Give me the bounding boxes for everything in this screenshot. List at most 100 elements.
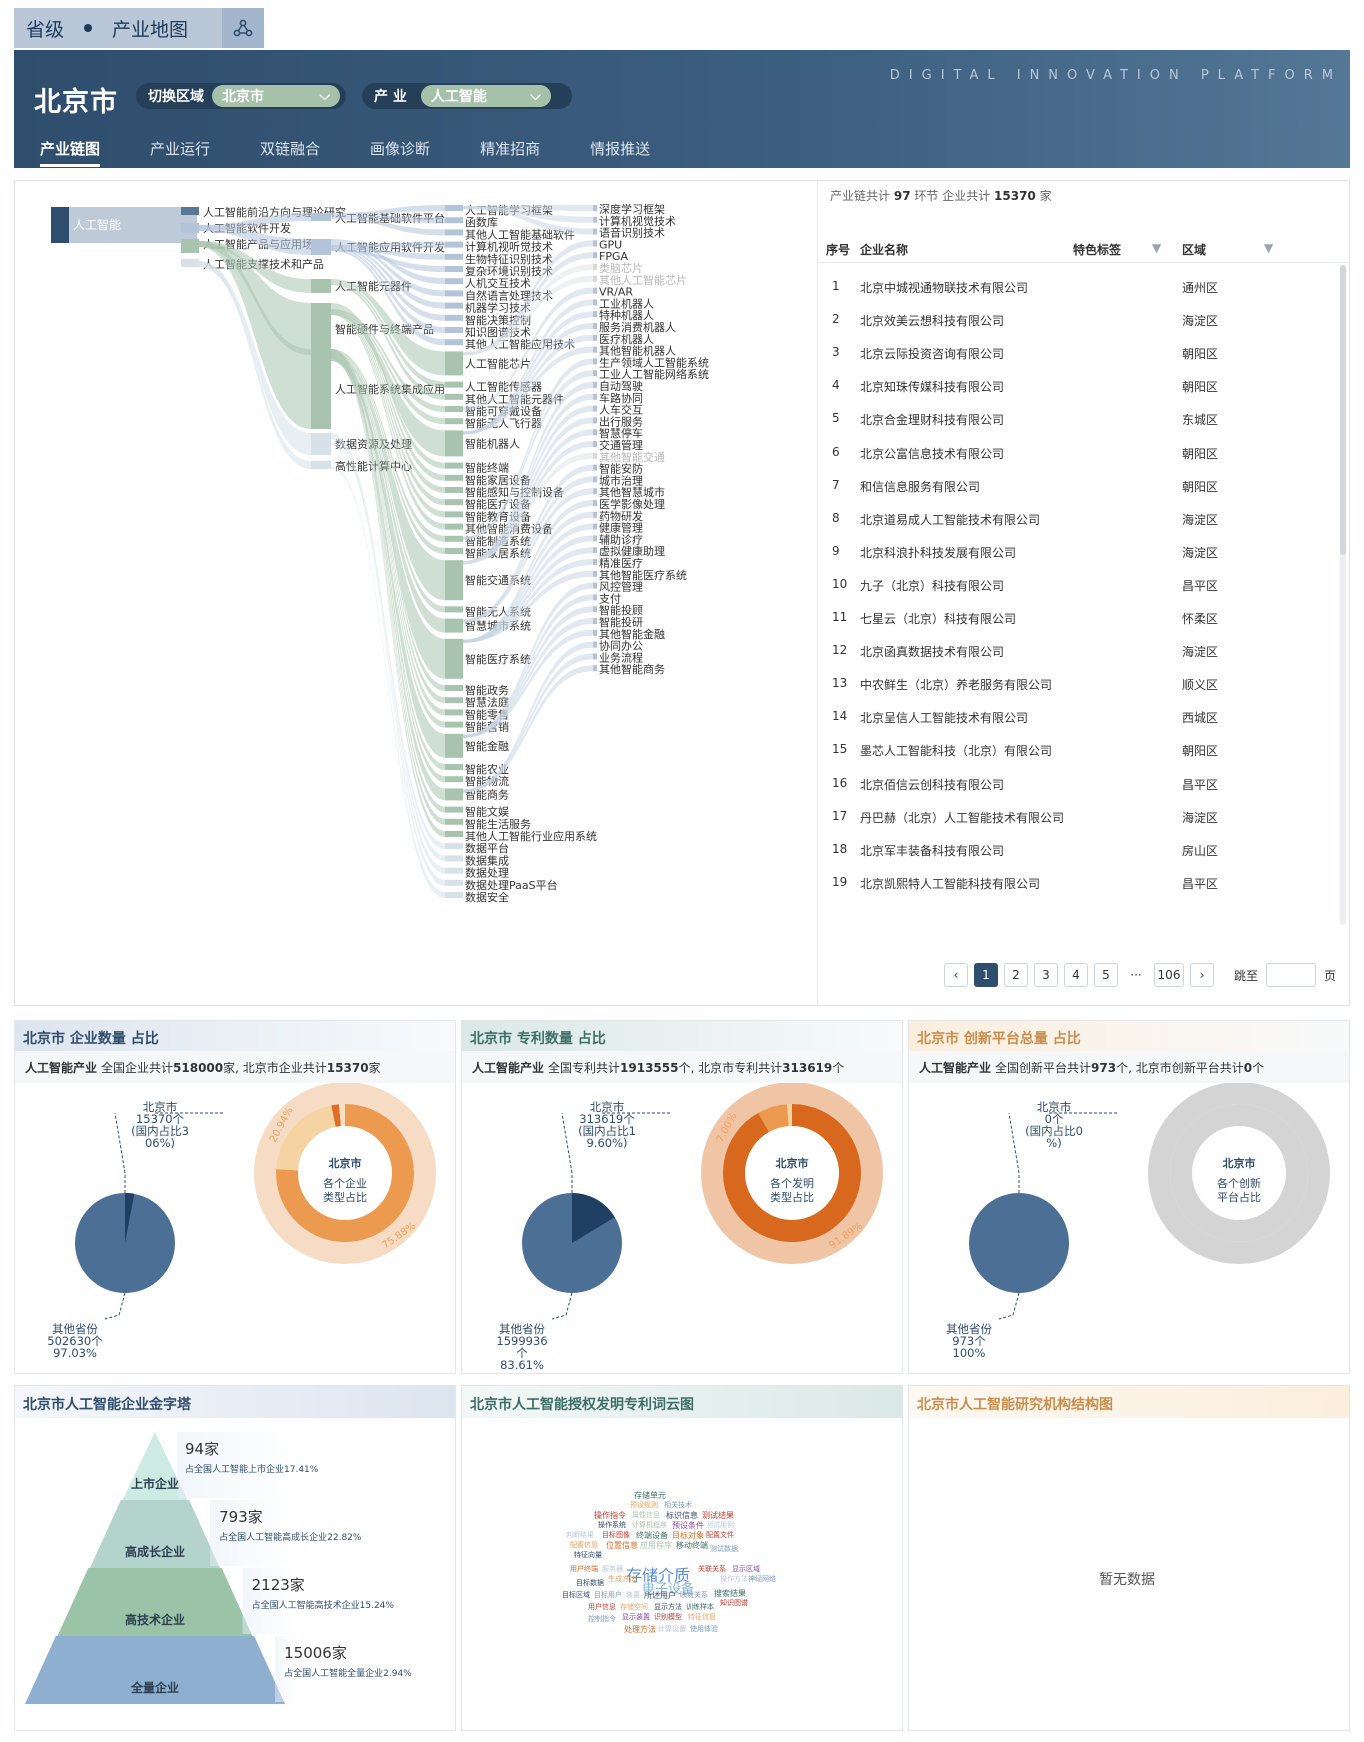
- sankey-node-l4[interactable]: [593, 216, 597, 223]
- table-row[interactable]: 2 北京效美云想科技有限公司 海淀区: [818, 300, 1333, 337]
- wordcloud-term[interactable]: 操作方法: [720, 1575, 748, 1583]
- sankey-node-l4[interactable]: [593, 228, 597, 235]
- sankey-l4-label[interactable]: 智能投研: [599, 615, 643, 629]
- sankey-l4-label[interactable]: 医疗机器人: [599, 332, 654, 346]
- pyramid-level[interactable]: [57, 1568, 253, 1636]
- table-row[interactable]: 15 墨芯人工智能科技（北京）有限公司 朝阳区: [818, 730, 1333, 767]
- company-name-link[interactable]: 北京效美云想科技有限公司: [860, 314, 1005, 329]
- wordcloud-term[interactable]: 操作系统: [598, 1521, 626, 1529]
- sankey-l3-label[interactable]: 智能文娱: [465, 805, 509, 819]
- sankey-root-label[interactable]: 人工智能: [73, 217, 121, 232]
- sankey-node-l1[interactable]: [181, 207, 199, 215]
- wordcloud-term[interactable]: 目标区域: [562, 1591, 590, 1599]
- sankey-node-l2[interactable]: [311, 303, 331, 355]
- company-name-link[interactable]: 丹巴赫（北京）人工智能技术有限公司: [860, 810, 1065, 825]
- sankey-l4-label[interactable]: 辅助诊疗: [599, 532, 643, 546]
- sankey-node-l2[interactable]: [311, 461, 331, 469]
- tab-5[interactable]: 情报推送: [590, 140, 651, 158]
- wordcloud-term[interactable]: 预设条件: [672, 1521, 704, 1530]
- sankey-node-l3[interactable]: [445, 381, 463, 388]
- sankey-l4-label[interactable]: 风控管理: [599, 580, 643, 594]
- sankey-l4-label[interactable]: 工业人工智能网络系统: [599, 367, 709, 381]
- wordcloud-term[interactable]: 目标数据: [576, 1579, 604, 1587]
- wordcloud-term[interactable]: 存储单元: [634, 1491, 666, 1500]
- table-row[interactable]: 3 北京云际投资咨询有限公司 朝阳区: [818, 333, 1333, 370]
- sankey-l3-label[interactable]: 函数库: [465, 216, 498, 229]
- sankey-l3-label[interactable]: 数据安全: [465, 890, 509, 904]
- sankey-l4-label[interactable]: 深度学习框架: [599, 202, 665, 216]
- sankey-node-l3[interactable]: [445, 867, 463, 874]
- sankey-l3-label[interactable]: 智能政务: [465, 683, 509, 697]
- sankey-l4-label[interactable]: 支付: [599, 592, 621, 605]
- sankey-node-l4[interactable]: [593, 641, 597, 648]
- sankey-node-l4[interactable]: [593, 582, 597, 589]
- sankey-node-l3[interactable]: [445, 499, 463, 506]
- sankey-node-l4[interactable]: [593, 629, 597, 636]
- sankey-node-l4[interactable]: [593, 594, 597, 601]
- wordcloud-term[interactable]: 搜索结果: [714, 1589, 746, 1598]
- sankey-l4-label[interactable]: 类脑芯片: [599, 261, 643, 275]
- sankey-node-l3[interactable]: [445, 843, 463, 850]
- company-name-link[interactable]: 北京中城视通物联技术有限公司: [860, 281, 1029, 295]
- sankey-node-l4[interactable]: [593, 370, 597, 377]
- region-switcher[interactable]: 切换区域 北京市 ⌵: [136, 83, 346, 109]
- wordcloud-term[interactable]: 显示方法: [654, 1603, 682, 1611]
- wordcloud-term[interactable]: 服务器: [602, 1565, 623, 1573]
- sankey-node-l3[interactable]: [445, 855, 463, 862]
- sankey-l4-label[interactable]: 其他智能交通: [599, 450, 665, 464]
- wordcloud-term[interactable]: 目标用户: [594, 1591, 622, 1599]
- wordcloud-term[interactable]: 标识信息: [666, 1511, 698, 1520]
- sankey-l4-label[interactable]: 其他智能商务: [599, 662, 665, 676]
- wordcloud-term[interactable]: 处理方法: [624, 1625, 656, 1634]
- tab-1[interactable]: 产业运行: [150, 140, 211, 158]
- sankey-l4-label[interactable]: GPU: [599, 238, 622, 251]
- sankey-l3-label[interactable]: 智慧法庭: [465, 695, 509, 709]
- network-icon[interactable]: [222, 8, 264, 48]
- page-button[interactable]: 3: [1034, 963, 1058, 987]
- sankey-node-l3[interactable]: [445, 314, 463, 321]
- tab-2[interactable]: 双链融合: [260, 140, 321, 158]
- sankey-node-l3[interactable]: [445, 697, 463, 704]
- prev-page-button[interactable]: ‹: [944, 963, 968, 987]
- sankey-node-l4[interactable]: [593, 417, 597, 424]
- pie-other-slice[interactable]: [969, 1193, 1069, 1293]
- sankey-node-l4[interactable]: [593, 240, 597, 247]
- sankey-node-l3[interactable]: [445, 892, 463, 898]
- page-button[interactable]: 5: [1094, 963, 1118, 987]
- sankey-l4-label[interactable]: 自动驾驶: [599, 379, 643, 393]
- company-name-link[interactable]: 北京呈信人工智能技术有限公司: [860, 711, 1029, 726]
- breadcrumb-page[interactable]: 产业地图: [112, 18, 189, 41]
- wordcloud-term[interactable]: 测试数据: [710, 1545, 738, 1553]
- wordcloud-term[interactable]: 计算设备: [658, 1625, 686, 1633]
- table-row[interactable]: 12 北京函真数据技术有限公司 海淀区: [818, 631, 1333, 668]
- company-name-link[interactable]: 和信信息服务有限公司: [860, 479, 981, 494]
- sankey-node-l3[interactable]: [445, 229, 463, 236]
- sankey-node-l3[interactable]: [445, 879, 463, 886]
- tab-4[interactable]: 精准招商: [480, 140, 541, 158]
- breadcrumb-level[interactable]: 省级: [26, 18, 65, 41]
- sankey-l3-label[interactable]: 人机交互技术: [465, 276, 531, 290]
- sankey-node-l3[interactable]: [445, 278, 463, 285]
- sankey-l4-label[interactable]: 智能投顾: [599, 603, 643, 617]
- sankey-node-l4[interactable]: [593, 441, 597, 447]
- company-name-link[interactable]: 七星云（北京）科技有限公司: [860, 612, 1017, 626]
- wordcloud-term[interactable]: 测试用例: [706, 1521, 734, 1529]
- sankey-node-l4[interactable]: [593, 358, 597, 365]
- sankey-node-l3[interactable]: [445, 606, 463, 613]
- donut-segment[interactable]: [758, 1104, 790, 1133]
- sankey-node-l4[interactable]: [593, 488, 597, 495]
- sankey-node-l3[interactable]: [445, 339, 463, 346]
- sankey-l3-label[interactable]: 生物特征识别技术: [465, 252, 553, 266]
- sankey-node-l3[interactable]: [445, 535, 463, 542]
- sankey-node-l4[interactable]: [593, 559, 597, 565]
- sankey-node-l3[interactable]: [445, 474, 463, 481]
- wordcloud-term[interactable]: 使用体验: [690, 1625, 718, 1633]
- wordcloud-term[interactable]: 用户信息: [588, 1603, 616, 1611]
- sankey-l4-label[interactable]: 协同办公: [599, 639, 643, 653]
- pyramid-level[interactable]: [122, 1432, 188, 1500]
- filter-icon[interactable]: ▼: [1152, 241, 1162, 255]
- sankey-node-l3[interactable]: [445, 818, 463, 825]
- pie-local-slice[interactable]: [125, 1193, 135, 1243]
- sankey-node-l3[interactable]: [445, 831, 463, 837]
- table-row[interactable]: 5 北京合金理财科技有限公司 东城区: [818, 399, 1333, 436]
